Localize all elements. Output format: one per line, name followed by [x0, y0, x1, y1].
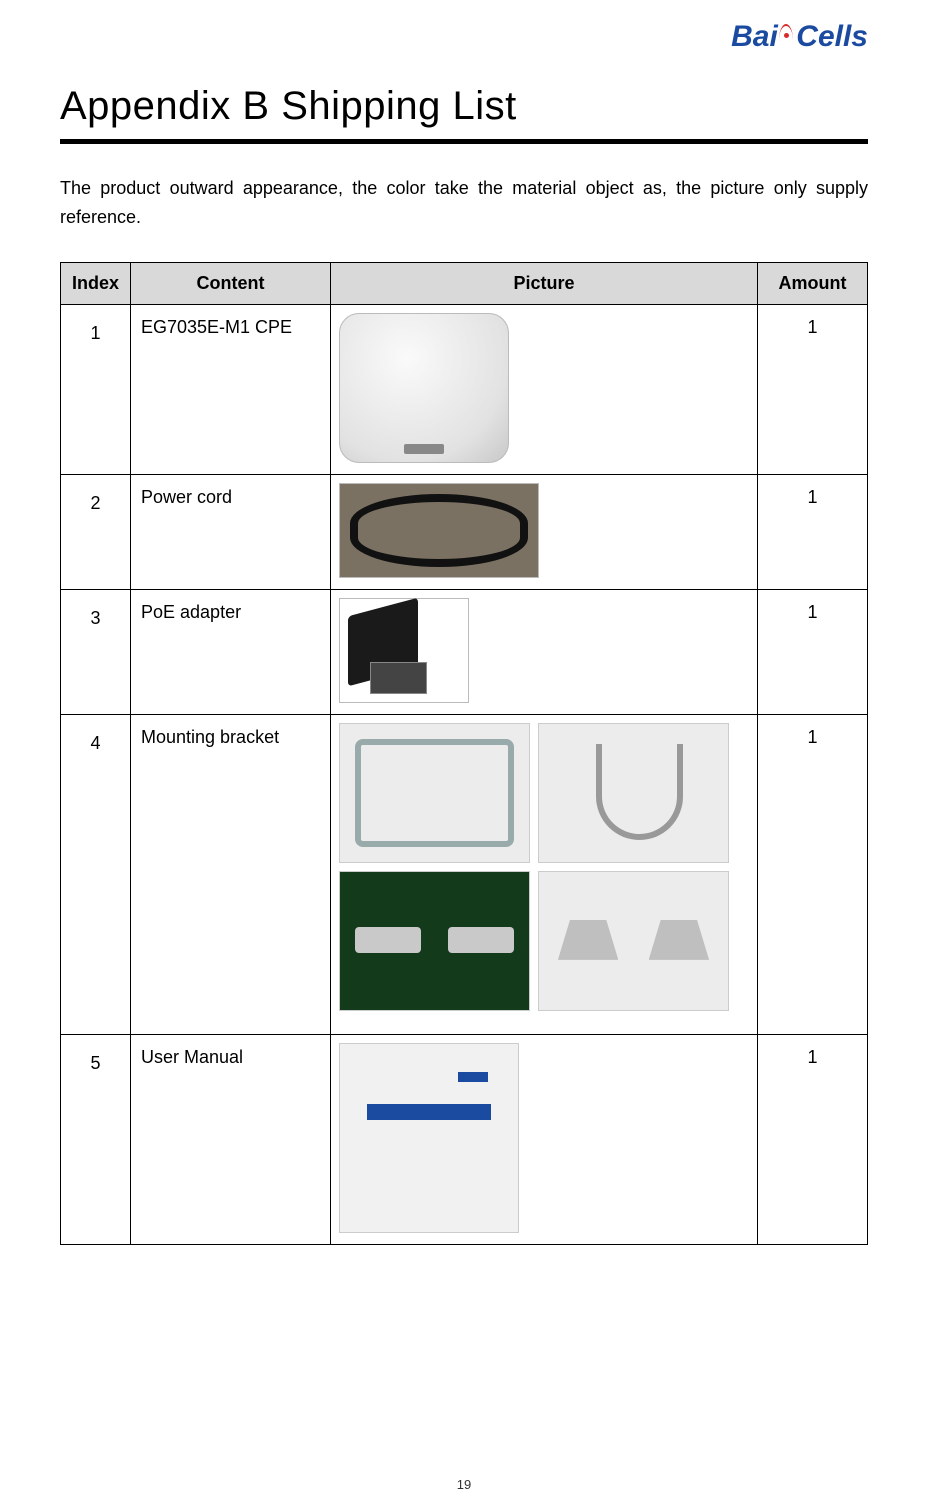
th-amount: Amount — [758, 262, 868, 304]
bracket-image — [339, 723, 530, 863]
cell-index: 5 — [61, 1034, 131, 1244]
table-row: 1EG7035E-M1 CPE1 — [61, 304, 868, 474]
table-row: 3PoE adapter 1 — [61, 589, 868, 714]
logo-container: Bai Cells — [60, 20, 868, 54]
brand-part2: Cells — [796, 20, 868, 53]
table-body: 1EG7035E-M1 CPE12Power cord13PoE adapter… — [61, 304, 868, 1244]
cell-amount: 1 — [758, 714, 868, 1034]
manual-image — [339, 1043, 519, 1233]
bracket-image-grid — [339, 723, 729, 1011]
cell-picture — [331, 474, 758, 589]
cell-index: 1 — [61, 304, 131, 474]
cell-content: Mounting bracket — [131, 714, 331, 1034]
cell-amount: 1 — [758, 474, 868, 589]
table-header-row: Index Content Picture Amount — [61, 262, 868, 304]
cpe-image — [339, 313, 509, 463]
brand-part1: Bai — [731, 20, 778, 53]
bracket-image — [339, 871, 530, 1011]
page-title: Appendix B Shipping List — [60, 84, 868, 129]
cell-picture — [331, 714, 758, 1034]
bracket-image — [538, 871, 729, 1011]
th-picture: Picture — [331, 262, 758, 304]
th-content: Content — [131, 262, 331, 304]
title-rule — [60, 139, 868, 144]
brand-logo: Bai Cells — [731, 20, 868, 54]
cell-content: PoE adapter — [131, 589, 331, 714]
cell-content: Power cord — [131, 474, 331, 589]
cell-content: User Manual — [131, 1034, 331, 1244]
table-row: 4Mounting bracket 1 — [61, 714, 868, 1034]
cell-content: EG7035E-M1 CPE — [131, 304, 331, 474]
cell-picture — [331, 304, 758, 474]
cell-index: 4 — [61, 714, 131, 1034]
table-row: 5User Manual 1 — [61, 1034, 868, 1244]
cell-picture — [331, 1034, 758, 1244]
poe-adapter-image — [339, 598, 469, 703]
cell-index: 3 — [61, 589, 131, 714]
cell-amount: 1 — [758, 304, 868, 474]
wifi-icon — [778, 20, 796, 38]
cell-index: 2 — [61, 474, 131, 589]
page-number: 19 — [0, 1477, 928, 1492]
cell-amount: 1 — [758, 589, 868, 714]
bracket-image — [538, 723, 729, 863]
table-row: 2Power cord 1 — [61, 474, 868, 589]
cell-picture — [331, 589, 758, 714]
page: Bai Cells Appendix B Shipping List The p… — [0, 0, 928, 1512]
th-index: Index — [61, 262, 131, 304]
shipping-table: Index Content Picture Amount 1EG7035E-M1… — [60, 262, 868, 1245]
power-cord-image — [339, 483, 539, 578]
cell-amount: 1 — [758, 1034, 868, 1244]
intro-paragraph: The product outward appearance, the colo… — [60, 174, 868, 232]
